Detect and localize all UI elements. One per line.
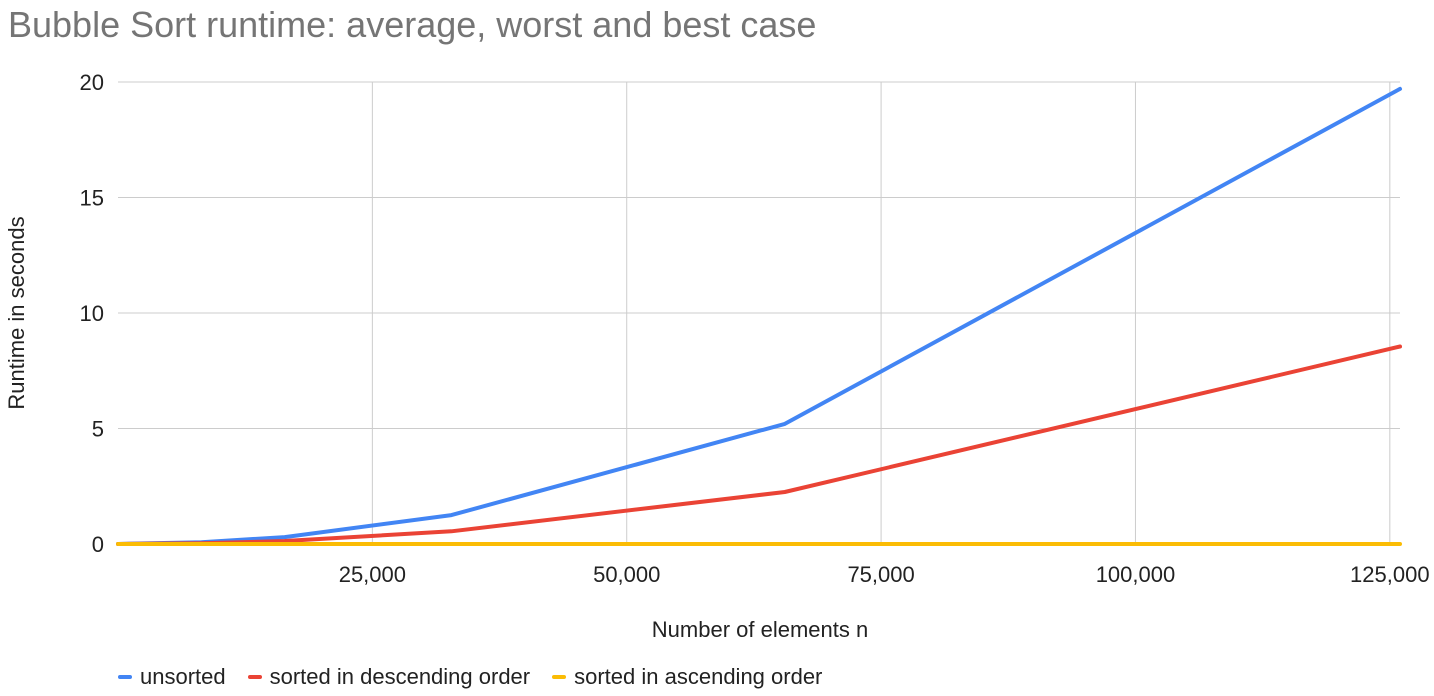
legend-item[interactable]: unsorted <box>118 664 226 690</box>
grid-layer <box>118 81 1400 545</box>
y-tick-label: 10 <box>80 301 104 326</box>
x-axis-label: Number of elements n <box>652 617 868 642</box>
legend-label: unsorted <box>140 664 226 689</box>
legend: unsorted sorted in descending order sorted… <box>118 664 844 690</box>
series-line-unsorted <box>116 86 1402 546</box>
series-line-sorted-in-descending-order <box>116 344 1402 546</box>
series-layer <box>116 86 1402 546</box>
legend-item[interactable]: sorted in ascending order <box>552 664 822 690</box>
legend-swatch <box>247 675 262 679</box>
legend-swatch <box>118 675 132 679</box>
y-tick-label: 15 <box>80 186 104 211</box>
legend-label: sorted in ascending order <box>574 664 823 689</box>
y-tick-label: 20 <box>80 70 104 95</box>
legend-label: sorted in descending order <box>269 664 531 689</box>
chart-title: Bubble Sort runtime: average, worst and … <box>8 4 817 45</box>
legend-swatch <box>552 675 567 679</box>
x-tick-label: 25,000 <box>339 562 406 587</box>
legend-item[interactable]: sorted in descending order <box>247 664 531 690</box>
x-tick-label: 75,000 <box>847 562 914 587</box>
x-tick-label: 50,000 <box>593 562 660 587</box>
y-axis-label: Runtime in seconds <box>4 216 29 409</box>
y-tick-label: 5 <box>92 417 104 442</box>
y-tick-label: 0 <box>92 532 104 557</box>
x-tick-label: 100,000 <box>1096 562 1176 587</box>
x-tick-label: 125,000 <box>1350 562 1430 587</box>
tick-layer: 0 5 10 15 20 25,000 50,000 75,000 100,000 125,000 <box>80 70 1430 587</box>
